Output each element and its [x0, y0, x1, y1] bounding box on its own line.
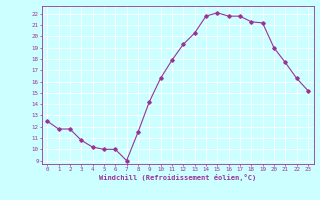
X-axis label: Windchill (Refroidissement éolien,°C): Windchill (Refroidissement éolien,°C) [99, 174, 256, 181]
